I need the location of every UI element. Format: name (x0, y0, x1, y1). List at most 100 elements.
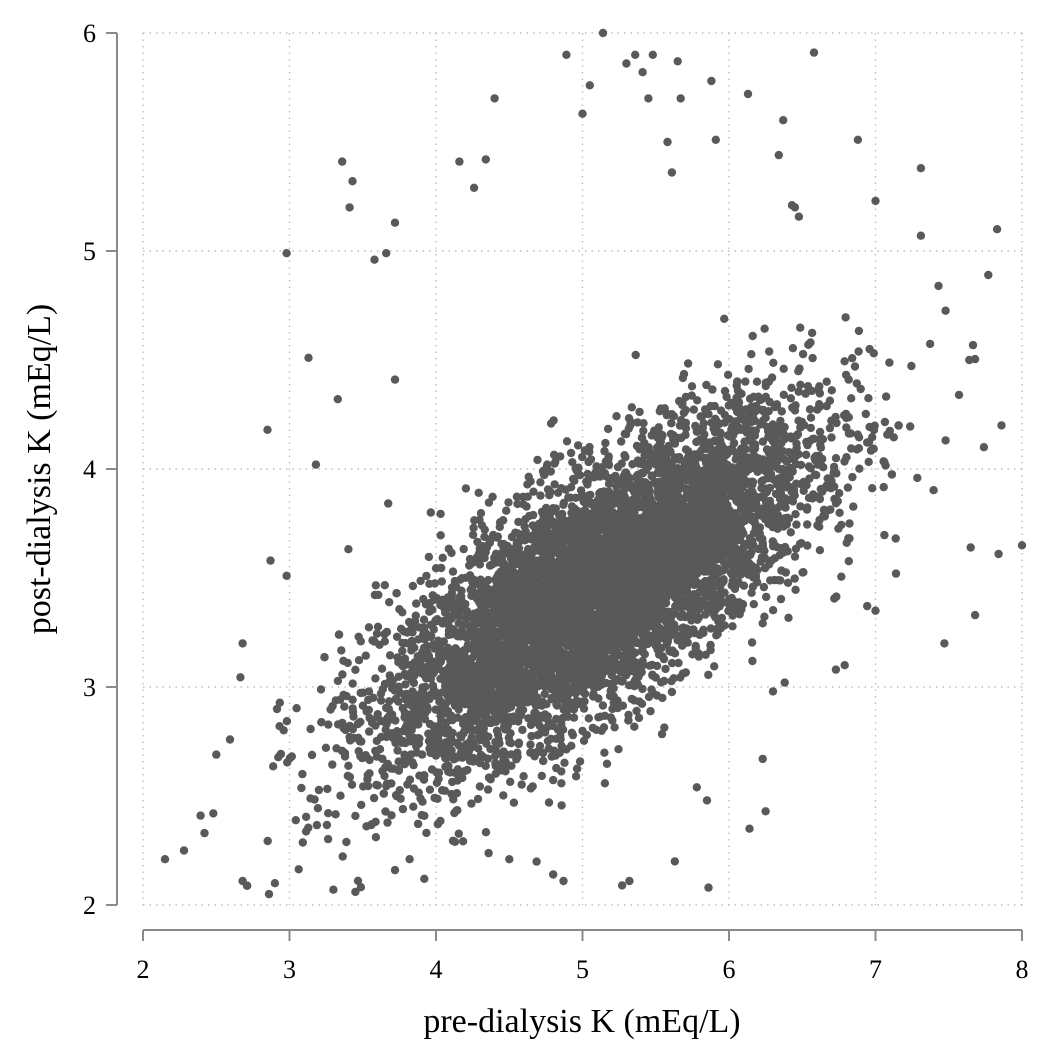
data-point (323, 784, 332, 794)
data-point (584, 457, 593, 467)
data-point (373, 622, 383, 631)
data-point (801, 450, 811, 459)
data-point (717, 613, 727, 623)
data-point (536, 491, 545, 500)
data-point (808, 353, 817, 363)
data-point (339, 690, 348, 700)
data-point (657, 729, 667, 739)
data-point (630, 722, 639, 731)
data-point (835, 489, 844, 498)
data-point (396, 794, 405, 803)
data-point (880, 530, 889, 540)
data-point (373, 781, 382, 790)
data-point (760, 324, 769, 333)
data-point (312, 820, 322, 830)
data-point (803, 520, 812, 529)
data-point (473, 794, 483, 804)
data-point (843, 483, 853, 492)
data-point (701, 610, 710, 619)
data-point (679, 369, 689, 379)
data-point (456, 731, 465, 740)
data-point (779, 364, 788, 373)
data-point (765, 347, 774, 356)
data-point (550, 480, 559, 489)
data-point (809, 490, 818, 499)
data-point (552, 714, 561, 724)
data-point (880, 417, 890, 427)
data-point (597, 726, 606, 735)
data-point (533, 455, 542, 465)
data-point (347, 780, 357, 789)
data-point (906, 422, 915, 431)
data-point (674, 658, 683, 668)
data-point (840, 357, 849, 366)
data-point (822, 377, 831, 386)
data-point (576, 486, 586, 495)
data-point (483, 785, 493, 794)
data-point (575, 471, 585, 480)
data-point (639, 426, 648, 436)
data-point (468, 530, 478, 539)
data-point (225, 735, 235, 744)
data-point (491, 761, 500, 771)
data-point (385, 598, 394, 607)
data-point (441, 729, 450, 738)
data-point (395, 786, 404, 795)
data-point (424, 552, 434, 562)
data-point (572, 764, 582, 773)
data-point (340, 702, 349, 711)
data-point (768, 606, 778, 615)
data-point (372, 629, 382, 638)
data-point (788, 497, 798, 506)
data-point (842, 423, 851, 432)
data-point (436, 816, 445, 826)
data-point (514, 517, 523, 527)
data-point (475, 782, 485, 791)
data-point (448, 728, 457, 738)
data-point (560, 758, 569, 767)
data-point (458, 837, 468, 846)
data-point (755, 395, 765, 405)
data-point (307, 750, 317, 760)
data-point (848, 472, 857, 482)
data-point (849, 502, 858, 511)
data-point (579, 736, 589, 745)
data-point (337, 646, 346, 655)
data-point (412, 599, 421, 608)
data-point (438, 553, 447, 562)
data-point (279, 726, 288, 735)
data-point (313, 804, 323, 813)
data-point (481, 828, 491, 837)
data-point (854, 326, 864, 336)
data-point (466, 707, 476, 717)
data-point (825, 423, 835, 433)
data-point (614, 745, 623, 754)
data-point (532, 857, 541, 866)
data-point (764, 377, 773, 386)
x-tick-label: 6 (723, 955, 736, 984)
data-point (844, 557, 853, 566)
data-point (889, 433, 898, 442)
data-point (540, 689, 549, 699)
data-point (700, 405, 710, 414)
data-point (474, 488, 483, 497)
data-point (787, 383, 796, 392)
data-point (693, 396, 702, 405)
data-point (561, 651, 571, 660)
data-point (578, 726, 587, 736)
data-point (556, 735, 565, 744)
data-point (796, 502, 805, 511)
data-point (371, 833, 381, 842)
data-point (549, 775, 558, 785)
data-point (846, 429, 855, 438)
data-point (351, 665, 360, 674)
y-tick-label: 2 (83, 891, 96, 920)
data-point (667, 687, 677, 697)
data-point (517, 780, 526, 789)
y-tick-label: 4 (83, 455, 96, 484)
data-point (691, 421, 700, 431)
data-point (436, 674, 445, 683)
data-point (612, 412, 621, 421)
data-point (825, 396, 835, 405)
data-point (796, 380, 805, 389)
